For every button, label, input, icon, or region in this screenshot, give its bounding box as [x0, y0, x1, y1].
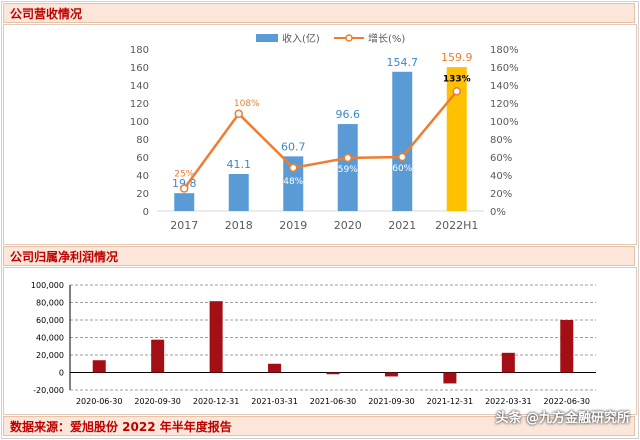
y-axis-tick-label: 60,000: [36, 316, 64, 325]
y-axis-tick-label: 80: [136, 135, 149, 146]
growth-line: [183, 90, 458, 190]
profit-bar: [268, 363, 282, 373]
revenue-bar-value-label: 159.9: [441, 51, 473, 64]
y2-axis-tick-label: 80%: [490, 135, 512, 146]
y2-axis-tick-label: 40%: [490, 171, 512, 182]
growth-marker: [452, 87, 461, 96]
revenue-bar: [446, 67, 467, 211]
y-axis-tick-label: 60: [136, 153, 149, 164]
y2-axis-tick-label: 180%: [490, 45, 519, 56]
profit-bar: [384, 372, 398, 377]
x-axis-tick-label: 2019: [279, 219, 307, 232]
profit-section-header: 公司归属净利润情况: [3, 246, 635, 266]
x-axis-tick-label: 2020-09-30: [134, 397, 181, 406]
x-axis-tick-label: 2022-06-30: [544, 397, 591, 406]
x-axis-tick-label: 2021: [388, 219, 416, 232]
growth-marker: [180, 184, 189, 193]
x-axis-tick-label: 2020-06-30: [76, 397, 123, 406]
y-axis-tick-label: 0: [143, 207, 149, 218]
profit-section-title: 公司归属净利润情况: [10, 250, 119, 264]
y-axis-tick-label: -20,000: [33, 386, 64, 395]
growth-value-label: 133%: [443, 74, 471, 84]
x-axis-tick-label: 2022H1: [435, 219, 478, 232]
growth-marker: [289, 163, 298, 173]
y-axis-tick-label: 120: [130, 99, 149, 110]
x-axis-tick-label: 2021-12-31: [427, 397, 474, 406]
growth-value-label: 59%: [338, 165, 358, 175]
revenue-bar-value-label: 154.7: [387, 56, 419, 69]
y-axis-tick-label: 40,000: [36, 334, 64, 343]
x-axis-tick-label: 2017: [170, 219, 198, 232]
y2-axis-tick-label: 120%: [490, 99, 519, 110]
y2-axis-tick-label: 160%: [490, 63, 519, 74]
legend-revenue-label: 收入(亿): [282, 32, 320, 45]
growth-marker: [398, 152, 407, 162]
x-axis-tick-label: 2022-03-31: [485, 397, 532, 406]
data-source-text: 数据来源：爱旭股份 2022 年半年度报告: [10, 420, 232, 434]
x-axis-tick-label: 2018: [225, 219, 253, 232]
growth-value-label: 60%: [392, 164, 412, 174]
profit-bar: [326, 372, 340, 375]
y-axis-tick-label: 40: [136, 171, 149, 182]
profit-bar: [92, 360, 106, 373]
revenue-bar: [228, 174, 249, 211]
growth-value-label: 25%: [174, 170, 194, 180]
profit-bar: [443, 372, 457, 384]
y-axis-tick-label: 100,000: [31, 281, 64, 290]
y2-axis-tick-label: 20%: [490, 189, 512, 200]
y-axis-tick-label: 20,000: [36, 351, 64, 360]
growth-value-label: 48%: [283, 177, 303, 187]
y2-axis-tick-label: 0%: [490, 207, 506, 218]
x-axis-tick-label: 2020: [334, 219, 362, 232]
revenue-bar-value-label: 96.6: [336, 108, 361, 121]
footer-bar: 数据来源：爱旭股份 2022 年半年度报告: [3, 416, 635, 436]
legend-growth-label: 增长(%): [368, 32, 405, 45]
y-axis-tick-label: 20: [136, 189, 149, 200]
y-axis-tick-label: 180: [130, 45, 149, 56]
profit-chart: -20,000 0 20,000 40,000 60,000 80,000 100,000 2…: [31, 281, 596, 406]
growth-value-label: 108%: [234, 99, 260, 109]
y2-axis-tick-label: 100%: [490, 117, 519, 128]
legend-growth-marker: [345, 34, 353, 42]
growth-marker: [234, 109, 243, 119]
profit-bar: [151, 339, 165, 373]
x-axis-tick-label: 2020-12-31: [193, 397, 240, 406]
y-axis-tick-label: 140: [130, 81, 149, 92]
x-axis-tick-label: 2021-03-31: [251, 397, 298, 406]
revenue-bar: [283, 156, 304, 211]
profit-bar: [560, 320, 574, 373]
y-axis-tick-label: 160: [130, 63, 149, 74]
profit-bar: [209, 301, 223, 373]
revenue-section-header: 公司营收情况: [3, 3, 635, 23]
revenue-bar-value-label: 41.1: [227, 158, 252, 171]
x-axis-tick-label: 2021-09-30: [368, 397, 415, 406]
y2-axis-tick-label: 140%: [490, 81, 519, 92]
legend-revenue-swatch: [256, 34, 278, 42]
revenue-bar: [392, 71, 413, 211]
growth-marker: [343, 153, 352, 163]
profit-bar: [501, 352, 515, 373]
y2-axis-tick-label: 60%: [490, 153, 512, 164]
revenue-chart: 0 20 40 60 80 100 120 140 160 180 0% 20% 40% 60% 80% 10…: [124, 27, 522, 240]
watermark-text: 头条 @九方金融研究所: [495, 411, 630, 426]
y-axis-tick-label: 0: [59, 369, 64, 378]
revenue-bar: [174, 193, 195, 211]
revenue-bar: [337, 124, 358, 211]
revenue-section-title: 公司营收情况: [10, 7, 83, 21]
y-axis-tick-label: 100: [130, 117, 149, 128]
x-axis-tick-label: 2021-06-30: [310, 397, 357, 406]
y-axis-tick-label: 80,000: [36, 299, 64, 308]
revenue-bar-value-label: 60.7: [281, 140, 306, 153]
